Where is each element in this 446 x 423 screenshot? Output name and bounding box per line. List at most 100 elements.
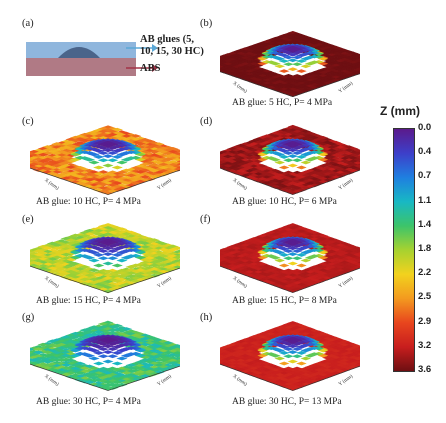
surface-cell [134, 348, 147, 353]
schematic-diagram [26, 42, 158, 76]
y-axis-label: Y (mm) [338, 374, 354, 387]
surface-cell [287, 246, 298, 251]
surface-cell [317, 250, 329, 255]
surface-cell [148, 174, 160, 179]
surface-cell [97, 347, 109, 351]
surface-cell [300, 258, 311, 263]
surface-cell [296, 361, 307, 366]
surface-cell [93, 285, 105, 290]
surface-cell [42, 246, 54, 251]
surface-cell [97, 354, 109, 359]
surface-cell [278, 263, 290, 268]
y-axis-label: Y (mm) [338, 178, 354, 191]
surface-cell [287, 359, 298, 364]
colorbar-tick: 2.9 [418, 315, 432, 327]
surface-cell [102, 252, 114, 257]
surface-cell [93, 350, 105, 355]
axis-frame [30, 363, 180, 391]
surface-cell [148, 263, 160, 268]
surface-cell [220, 161, 225, 165]
surface-cell [176, 252, 180, 255]
surface-cell [139, 263, 151, 268]
surface-cell [69, 167, 82, 171]
surface-cell [30, 249, 35, 253]
surface-cell [107, 151, 119, 155]
surface-cell [287, 252, 298, 257]
surface-cell [102, 344, 114, 349]
surface-cell [274, 160, 285, 165]
surface-cell [107, 244, 119, 248]
surface-cell [102, 154, 114, 159]
surface-cell [291, 158, 303, 163]
caption-h: AB glue: 30 HC, P= 13 MPa [232, 397, 342, 407]
surface-cell [120, 255, 133, 260]
surface-cell [158, 263, 170, 268]
surface-cell [88, 258, 100, 263]
surface-cell [278, 59, 290, 63]
surface-cell [176, 160, 180, 163]
panel-label-d: (d) [200, 116, 213, 127]
surface-cell [97, 151, 109, 155]
surface-cell [107, 354, 119, 359]
surface-cell [30, 259, 35, 263]
surface-cell [116, 348, 128, 353]
axis-frame [30, 265, 180, 293]
surface-cell [93, 273, 105, 277]
surface-cell [116, 233, 128, 238]
surface-cell [176, 150, 180, 153]
surface-cell [144, 271, 156, 276]
surface-cell [111, 148, 123, 153]
x-axis-label: X (mm) [232, 81, 248, 94]
surface-cell [270, 353, 281, 358]
surface-cell [257, 56, 268, 61]
surface-cell [220, 155, 225, 159]
surface-cell [274, 356, 285, 361]
surface-cell [107, 189, 119, 193]
surface-cell [220, 357, 225, 361]
colorbar-tick: 2.5 [418, 291, 432, 303]
surface-cell [317, 152, 329, 157]
surface-cell [65, 358, 77, 363]
surface-cell [93, 154, 105, 159]
panel-label-e: (e) [22, 214, 34, 225]
surface-cell [296, 53, 307, 58]
surface-cell [30, 157, 35, 162]
surface-cell [291, 151, 303, 155]
surface-cell [134, 152, 147, 157]
surface-cell [93, 171, 105, 176]
surface-cell [220, 360, 225, 364]
surface-plot-c: X (mm)Y (mm)Z (mm) [30, 125, 180, 195]
surface-cell [287, 48, 299, 53]
panel-label-h: (h) [200, 312, 213, 323]
surface-cell [300, 356, 311, 361]
surface-cell [278, 69, 290, 73]
surface-cell [97, 158, 109, 163]
surface-cell [296, 165, 307, 170]
surface-cell [274, 258, 285, 263]
surface-cell [93, 165, 105, 170]
surface-cell [37, 342, 49, 347]
surface-cell [107, 158, 119, 163]
surface-cell [283, 354, 294, 359]
surface-cell [120, 353, 133, 358]
surface-cell [65, 178, 77, 182]
y-axis-label: Y (mm) [157, 374, 173, 387]
surface-cell [153, 160, 165, 165]
surface-cell [300, 56, 312, 61]
surface-cell [257, 250, 268, 255]
surface-cell [56, 358, 68, 363]
panel-label-a: (a) [22, 18, 34, 29]
surface-cell [93, 361, 105, 366]
surface-cell [148, 348, 160, 353]
surface-cell [83, 255, 96, 260]
surface-cell [220, 158, 225, 162]
axis-frame [30, 167, 180, 195]
colorbar-tick: 2.2 [418, 267, 432, 279]
surface-cell [144, 363, 156, 368]
surface-plot-g: X (mm)Y (mm)Z (mm) [30, 320, 180, 391]
surface-cell [176, 350, 180, 353]
panel-label-g: (g) [22, 312, 35, 323]
surface-cell [111, 350, 123, 355]
surface-cell [97, 342, 109, 346]
caption-d: AB glue: 10 HC, P= 6 MPa [232, 197, 337, 207]
